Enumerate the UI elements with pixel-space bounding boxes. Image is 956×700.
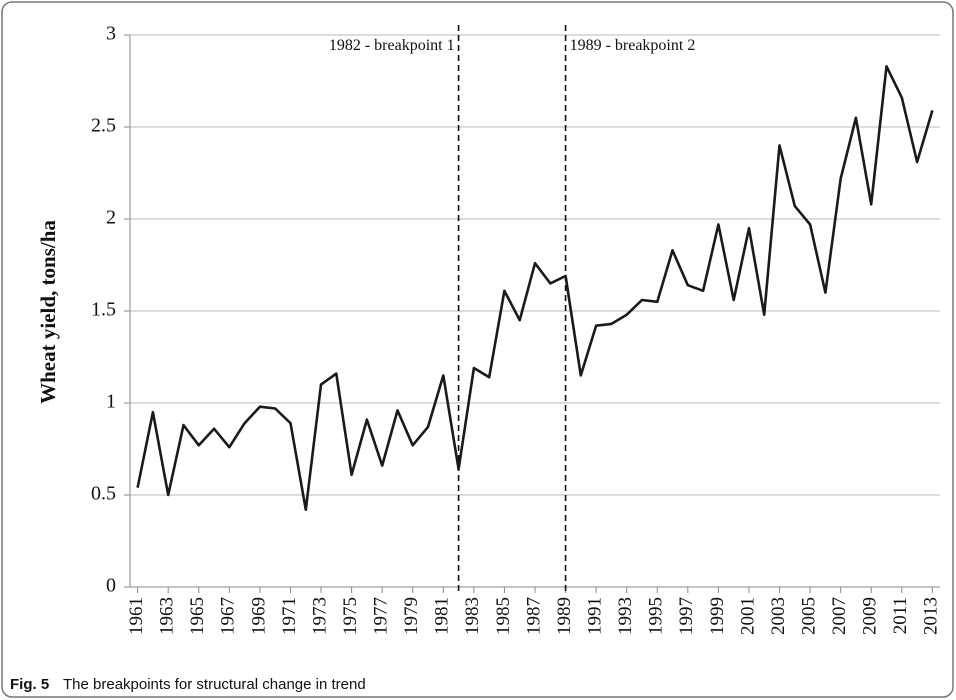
x-tick-label: 1965	[187, 597, 208, 635]
y-tick-label: 1.5	[91, 299, 116, 321]
y-tick-label: 0	[106, 575, 116, 597]
x-tick-label: 1983	[462, 597, 483, 635]
annotation: 1989 - breakpoint 2	[570, 37, 696, 54]
x-tick-label: 1997	[676, 597, 697, 635]
x-tick-label: 1967	[218, 597, 239, 635]
x-tick-label: 2013	[921, 597, 942, 635]
x-tick-label: 1981	[432, 597, 453, 635]
x-tick-label: 1999	[707, 597, 728, 635]
x-tick-label: 1979	[401, 597, 422, 635]
y-axis-label: Wheat yield, tons/ha	[36, 220, 60, 404]
x-tick-label: 2009	[860, 597, 881, 635]
line-series	[136, 65, 934, 511]
x-tick-label: 2011	[890, 597, 911, 634]
x-tick-label: 1993	[615, 597, 636, 635]
x-tick-label: 1991	[584, 597, 605, 635]
annotation: 1982 - breakpoint 1	[329, 37, 455, 54]
x-tick-label: 1987	[523, 597, 544, 635]
caption-label: Fig. 5	[10, 676, 49, 693]
x-tick-label: 1985	[493, 597, 514, 635]
x-tick-label: 1963	[157, 597, 178, 635]
x-tick-label: 1995	[646, 597, 667, 635]
x-tick-label: 1989	[554, 597, 575, 635]
x-tick-label: 1961	[126, 597, 147, 635]
x-tick-label: 1971	[279, 597, 300, 635]
x-tick-label: 1975	[340, 597, 361, 635]
x-tick-label: 1973	[309, 597, 330, 635]
y-tick-label: 2.5	[91, 115, 116, 137]
x-tick-label: 1969	[248, 597, 269, 635]
x-tick-label: 2001	[737, 597, 758, 635]
y-tick-label: 0.5	[91, 483, 116, 505]
x-tick-label: 1977	[371, 597, 392, 635]
x-tick-label: 2007	[829, 597, 850, 635]
x-tick-label: 2003	[768, 597, 789, 635]
y-tick-label: 1	[106, 391, 116, 413]
caption: The breakpoints for structural change in…	[63, 676, 366, 693]
x-tick-label: 2005	[798, 597, 819, 635]
y-tick-label: 2	[106, 207, 116, 229]
y-tick-label: 3	[106, 23, 116, 45]
